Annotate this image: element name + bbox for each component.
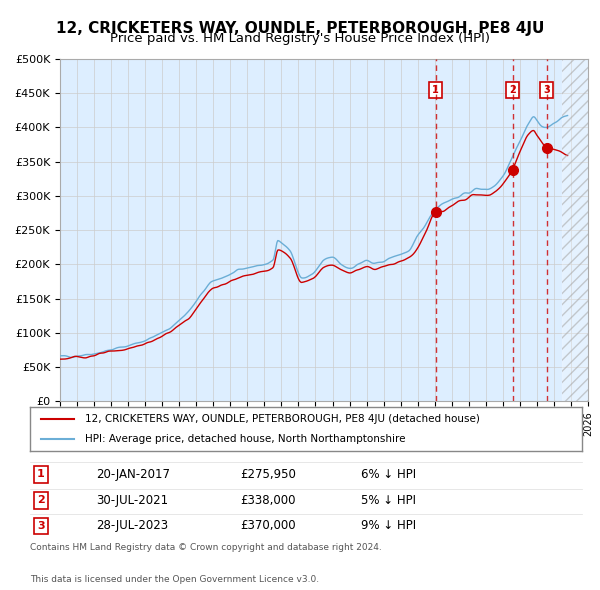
Text: 9% ↓ HPI: 9% ↓ HPI [361, 519, 416, 533]
Text: £370,000: £370,000 [240, 519, 295, 533]
Text: 3: 3 [544, 85, 550, 95]
Text: 5% ↓ HPI: 5% ↓ HPI [361, 494, 416, 507]
Text: 1: 1 [432, 85, 439, 95]
Bar [562, 59, 588, 401]
Text: 30-JUL-2021: 30-JUL-2021 [96, 494, 169, 507]
Text: This data is licensed under the Open Government Licence v3.0.: This data is licensed under the Open Gov… [30, 575, 319, 584]
Text: Contains HM Land Registry data © Crown copyright and database right 2024.: Contains HM Land Registry data © Crown c… [30, 543, 382, 552]
Text: £338,000: £338,000 [240, 494, 295, 507]
Text: 28-JUL-2023: 28-JUL-2023 [96, 519, 169, 533]
Text: 6% ↓ HPI: 6% ↓ HPI [361, 468, 416, 481]
Text: 12, CRICKETERS WAY, OUNDLE, PETERBOROUGH, PE8 4JU: 12, CRICKETERS WAY, OUNDLE, PETERBOROUGH… [56, 21, 544, 35]
Text: 2: 2 [509, 85, 516, 95]
Text: 3: 3 [37, 521, 45, 531]
Bar [562, 59, 588, 401]
Text: 12, CRICKETERS WAY, OUNDLE, PETERBOROUGH, PE8 4JU (detached house): 12, CRICKETERS WAY, OUNDLE, PETERBOROUGH… [85, 415, 480, 424]
Text: HPI: Average price, detached house, North Northamptonshire: HPI: Average price, detached house, Nort… [85, 434, 406, 444]
Text: 20-JAN-2017: 20-JAN-2017 [96, 468, 170, 481]
Text: 2: 2 [37, 496, 45, 506]
Text: £275,950: £275,950 [240, 468, 296, 481]
Text: Price paid vs. HM Land Registry's House Price Index (HPI): Price paid vs. HM Land Registry's House … [110, 32, 490, 45]
Text: 1: 1 [37, 469, 45, 479]
